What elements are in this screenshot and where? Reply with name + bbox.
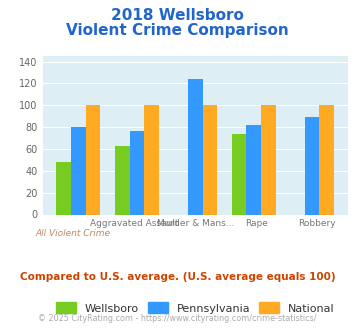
Bar <box>130 131 144 214</box>
Bar <box>71 127 86 214</box>
Text: Aggravated Assault: Aggravated Assault <box>90 219 179 228</box>
Text: Rape: Rape <box>245 219 268 228</box>
Bar <box>246 125 261 214</box>
Legend: Wellsboro, Pennsylvania, National: Wellsboro, Pennsylvania, National <box>56 302 335 314</box>
Text: Robbery: Robbery <box>299 219 336 228</box>
Bar <box>56 162 71 214</box>
Bar <box>86 105 100 214</box>
Bar <box>188 79 203 214</box>
Text: Compared to U.S. average. (U.S. average equals 100): Compared to U.S. average. (U.S. average … <box>20 272 335 282</box>
Bar <box>115 146 130 214</box>
Bar <box>261 105 275 214</box>
Bar <box>232 134 246 214</box>
Bar <box>320 105 334 214</box>
Text: Murder & Mans...: Murder & Mans... <box>157 219 234 228</box>
Text: 2018 Wellsboro: 2018 Wellsboro <box>111 8 244 23</box>
Text: Violent Crime Comparison: Violent Crime Comparison <box>66 23 289 38</box>
Bar <box>144 105 159 214</box>
Bar <box>305 117 320 214</box>
Text: All Violent Crime: All Violent Crime <box>36 229 111 238</box>
Text: © 2025 CityRating.com - https://www.cityrating.com/crime-statistics/: © 2025 CityRating.com - https://www.city… <box>38 314 317 323</box>
Bar <box>203 105 217 214</box>
